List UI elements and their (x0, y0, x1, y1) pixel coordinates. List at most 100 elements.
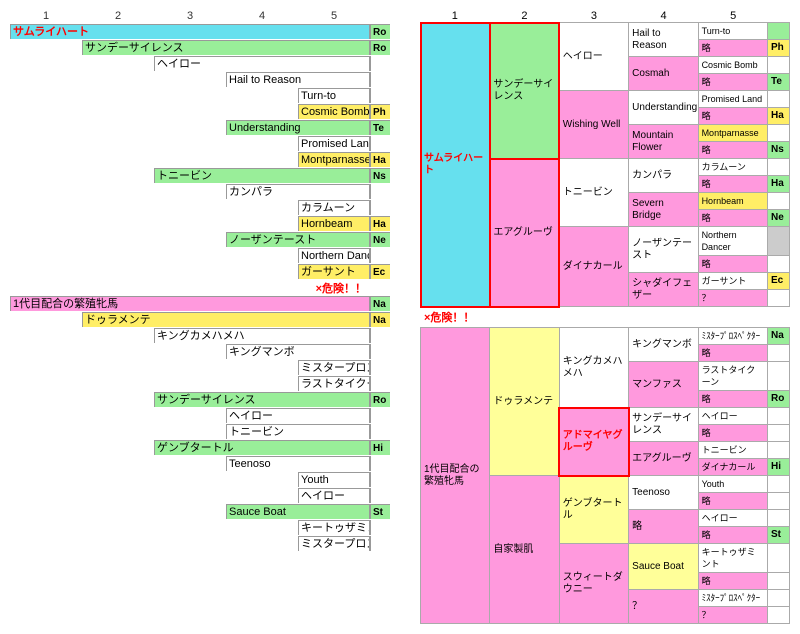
tree-gen5: Northern Dancer (698, 227, 767, 256)
line-marker (768, 227, 790, 256)
tree-gen5: Youth (698, 476, 767, 493)
bar-row: HornbeamHa (10, 216, 390, 232)
line-marker: Ns (768, 142, 790, 159)
line-marker (370, 200, 390, 215)
line-marker (370, 88, 390, 103)
bar-row: Cosmic BombPh (10, 104, 390, 120)
bar-cell: Youth (298, 472, 370, 487)
line-marker (370, 488, 390, 503)
tree-root: サムライハート (421, 23, 490, 307)
tree-gen4: Sauce Boat (629, 544, 698, 590)
line-marker: Ro (768, 391, 790, 408)
bar-row: Turn-to (10, 88, 390, 104)
bar-row: キートゥザミント (10, 520, 390, 536)
line-marker (768, 23, 790, 40)
bar-row: UnderstandingTe (10, 120, 390, 136)
tree-gen5: 略 (698, 74, 767, 91)
tree-gen4: ノーザンテースト (629, 227, 698, 273)
tree-gen4: サンデーサイレンス (629, 408, 698, 442)
line-marker (370, 520, 390, 535)
line-marker: Ph (370, 104, 390, 119)
tree-gen5: Turn-to (698, 23, 767, 40)
bar-cell: Hail to Reason (226, 72, 370, 87)
line-marker: Te (370, 120, 390, 135)
line-marker: Ne (370, 232, 390, 247)
bar-cell: Northern Dancer (298, 248, 370, 263)
tree-gen4: エアグルーヴ (629, 442, 698, 476)
line-marker (768, 290, 790, 307)
tree-gen5: 略 (698, 493, 767, 510)
bar-row: ガーサントEc (10, 264, 390, 280)
tree-gen3: トニービン (559, 159, 628, 227)
tree-gen5: ﾐｽﾀｰﾌﾟﾛｽﾍﾟｸﾀｰ (698, 328, 767, 345)
tree-gen5: ヘイロー (698, 408, 767, 425)
bar-cell: Turn-to (298, 88, 370, 103)
page: 12345サムライハートRoサンデーサイレンスRoヘイローHail to Rea… (10, 10, 790, 624)
bar-cell: キートゥザミント (298, 520, 370, 535)
line-marker (768, 125, 790, 142)
tree-gen4: 略 (629, 510, 698, 544)
bar-row: Youth (10, 472, 390, 488)
right-tree-1: サムライハートサンデーサイレンスヘイローHail to ReasonTurn-t… (420, 22, 790, 307)
bar-cell: ドゥラメンテ (82, 312, 370, 327)
line-marker (370, 376, 390, 391)
line-marker (768, 590, 790, 607)
line-marker (768, 193, 790, 210)
tree-root: 1代目配合の繁殖牝馬 (421, 328, 490, 624)
bar-row: ヘイロー (10, 488, 390, 504)
tree-gen5: 略 (698, 425, 767, 442)
bar-row: キングマンボ (10, 344, 390, 360)
bar-cell: キングマンボ (226, 344, 370, 359)
line-marker (768, 159, 790, 176)
tree-gen5: 略 (698, 345, 767, 362)
line-marker (768, 408, 790, 425)
bar-cell: トニービン (226, 424, 370, 439)
bar-row: トニービンNs (10, 168, 390, 184)
tree-gen5: Montparnasse (698, 125, 767, 142)
tree-gen3: キングカメハメハ (559, 328, 628, 408)
tree-gen4: Understanding (629, 91, 698, 125)
bar-row: 1代目配合の繁殖牝馬Na (10, 296, 390, 312)
line-marker: Te (768, 74, 790, 91)
tree-gen5: キートゥザミント (698, 544, 767, 573)
tree-gen5: ガーサント (698, 273, 767, 290)
tree-gen5: カラムーン (698, 159, 767, 176)
bar-row: サンデーサイレンスRo (10, 392, 390, 408)
tree-gen4: Cosmah (629, 57, 698, 91)
danger-label: ×危険！！ (420, 309, 790, 325)
bar-row: トニービン (10, 424, 390, 440)
line-marker (768, 476, 790, 493)
bar-cell: 1代目配合の繁殖牝馬 (10, 296, 370, 311)
tree-gen5: Cosmic Bomb (698, 57, 767, 74)
bar-row: ミスタープロスペクター (10, 360, 390, 376)
bar-cell: ヘイロー (226, 408, 370, 423)
bar-row: ヘイロー (10, 56, 390, 72)
bar-row: Hail to Reason (10, 72, 390, 88)
bar-row: ゲンブタートルHi (10, 440, 390, 456)
bar-cell: サンデーサイレンス (154, 392, 370, 407)
bar-row: Teenoso (10, 456, 390, 472)
line-marker (768, 573, 790, 590)
bar-cell: トニービン (154, 168, 370, 183)
line-marker: Ph (768, 40, 790, 57)
bar-cell: ミスタープロスペクター (298, 536, 370, 551)
tree-gen5: Promised Land (698, 91, 767, 108)
line-marker (370, 328, 390, 343)
col-num: 5 (298, 10, 370, 22)
line-marker (768, 442, 790, 459)
tree-gen2: 自家製肌 (490, 476, 559, 624)
bar-cell: カラムーン (298, 200, 370, 215)
line-marker: Ne (768, 210, 790, 227)
tree-gen2: サンデーサイレンス (490, 23, 559, 159)
line-marker: St (370, 504, 390, 519)
bar-cell: ゲンブタートル (154, 440, 370, 455)
line-marker (768, 57, 790, 74)
left-chart-1: サムライハートRoサンデーサイレンスRoヘイローHail to ReasonTu… (10, 24, 390, 280)
line-marker (768, 510, 790, 527)
line-marker (768, 256, 790, 273)
tree-gen4: シャダイフェザー (629, 273, 698, 307)
line-marker (768, 362, 790, 391)
line-marker: Ha (768, 176, 790, 193)
left-panel: 12345サムライハートRoサンデーサイレンスRoヘイローHail to Rea… (10, 10, 390, 624)
bar-cell: Promised Land (298, 136, 370, 151)
